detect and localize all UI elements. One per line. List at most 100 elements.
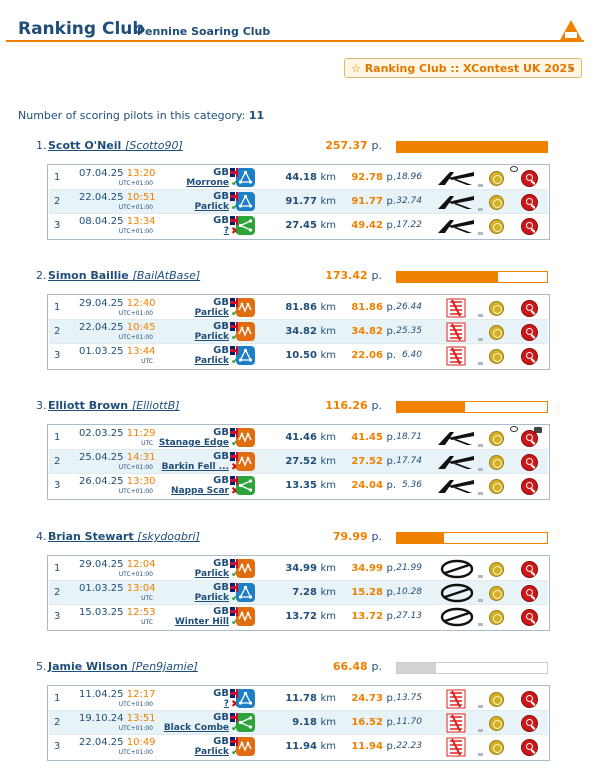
flight-detail-magnifier-icon[interactable]	[521, 194, 538, 211]
launch-site-link[interactable]: Parlick	[194, 569, 229, 579]
medal-icon[interactable]	[489, 349, 504, 364]
flight-detail-magnifier-icon[interactable]	[521, 739, 538, 756]
launch-site-link[interactable]: Parlick	[194, 202, 229, 212]
medal-icon[interactable]	[489, 219, 504, 234]
ranking-select[interactable]: ☆ Ranking Club :: XContest UK 2025 ⌄	[344, 58, 582, 78]
flight-detail-magnifier-icon[interactable]	[521, 218, 538, 235]
flight-type-icon	[236, 689, 255, 708]
uk-flag-icon	[230, 559, 244, 568]
pilot-nickname: [Scotto90]	[125, 139, 183, 152]
medal-icon[interactable]	[489, 431, 504, 446]
launch-site-link[interactable]: Black Combe	[163, 723, 229, 733]
flight-row[interactable]: 2 25.04.25 14:31 UTC+01:00 GB Barkin Fel…	[49, 450, 548, 474]
flight-row[interactable]: 3 26.04.25 13:30 UTC+01:00 GB Nappa Scar…	[49, 474, 548, 498]
medal-icon[interactable]	[489, 455, 504, 470]
flight-detail-magnifier-icon[interactable]	[521, 300, 538, 317]
launch-site-link[interactable]: ?	[223, 226, 229, 236]
flight-row[interactable]: 3 22.04.25 10:49 UTC+01:00 GB Parlick ✔ …	[49, 735, 548, 759]
camera-icon[interactable]	[534, 427, 542, 433]
pilot-header: 5. Jamie Wilson [Pen9jamie] 66.48 p.	[0, 659, 593, 675]
glider-brand-icon	[434, 476, 483, 496]
points-value: 41.45	[351, 432, 383, 443]
flight-row[interactable]: 3 15.03.25 12:53 UTC GB Winter Hill ✔ 13…	[49, 605, 548, 629]
launch-site-link[interactable]: Winter Hill	[174, 617, 229, 627]
points-unit: p.	[386, 693, 396, 704]
pilot-nickname: [BailAtBase]	[132, 269, 201, 282]
medal-icon[interactable]	[489, 692, 504, 707]
pilot-name-link[interactable]: Brian Stewart [skydogbri]	[48, 530, 200, 543]
page-title: Ranking Club	[18, 19, 145, 39]
flight-date: 11.04.25	[79, 689, 124, 700]
flight-date: 22.04.25	[79, 737, 124, 748]
medal-icon[interactable]	[489, 171, 504, 186]
flight-detail-magnifier-icon[interactable]	[521, 348, 538, 365]
distance-unit: km	[320, 326, 336, 337]
flight-detail-magnifier-icon[interactable]	[521, 454, 538, 471]
glider-brand-icon	[434, 322, 483, 342]
flight-row[interactable]: 2 19.10.24 13:51 UTC+01:00 GB Black Comb…	[49, 711, 548, 735]
flight-detail-magnifier-icon[interactable]	[521, 609, 538, 626]
flight-row[interactable]: 3 01.03.25 13:44 UTC GB Parlick ✔ 10.50 …	[49, 344, 548, 368]
comment-bubble-icon[interactable]	[510, 166, 518, 172]
flight-detail-magnifier-icon[interactable]	[521, 430, 538, 447]
launch-site-link[interactable]: Stanage Edge	[158, 438, 229, 448]
medal-icon[interactable]	[489, 610, 504, 625]
flight-time: 12:04	[126, 559, 156, 570]
medal-icon[interactable]	[489, 301, 504, 316]
pilot-name-link[interactable]: Simon Baillie [BailAtBase]	[48, 269, 200, 282]
pilot-name-link[interactable]: Jamie Wilson [Pen9jamie]	[48, 660, 198, 673]
medal-icon[interactable]	[489, 562, 504, 577]
flight-row[interactable]: 1 29.04.25 12:04 UTC+01:00 GB Parlick ✔ …	[49, 557, 548, 581]
launch-site-link[interactable]: Parlick	[194, 593, 229, 603]
launch-site-link[interactable]: Parlick	[194, 356, 229, 366]
comment-bubble-icon[interactable]	[510, 426, 518, 432]
flight-time: 13:34	[126, 216, 156, 227]
flight-number: 3	[54, 480, 61, 491]
flight-detail-magnifier-icon[interactable]	[521, 170, 538, 187]
flight-detail-magnifier-icon[interactable]	[521, 715, 538, 732]
flight-time: 10:49	[126, 737, 156, 748]
launch-site-link[interactable]: Nappa Scar	[170, 486, 229, 496]
page-header: Ranking Club Pennine Soaring Club	[6, 6, 584, 42]
medal-icon[interactable]	[489, 716, 504, 731]
medal-icon[interactable]	[489, 740, 504, 755]
flight-detail-magnifier-icon[interactable]	[521, 691, 538, 708]
launch-site-link[interactable]: Parlick	[194, 747, 229, 757]
flight-number: 1	[54, 302, 61, 313]
pilot-name: Simon Baillie	[48, 269, 129, 282]
launch-site-link[interactable]: ?	[223, 699, 229, 709]
flight-points: 13.72 p.	[330, 611, 396, 622]
medal-icon[interactable]	[489, 325, 504, 340]
launch-site-link[interactable]: Parlick	[194, 308, 229, 318]
uk-flag-icon	[230, 192, 244, 201]
flight-row[interactable]: 1 02.03.25 11:29 UTC GB Stanage Edge ✔ 4…	[49, 426, 548, 450]
flight-number: 2	[54, 326, 61, 337]
flight-row[interactable]: 2 01.03.25 13:04 UTC GB Parlick ✔ 7.28 k…	[49, 581, 548, 605]
flight-detail-magnifier-icon[interactable]	[521, 478, 538, 495]
flight-date: 19.10.24	[79, 713, 124, 724]
flight-detail-magnifier-icon[interactable]	[521, 561, 538, 578]
launch-site-link[interactable]: Morrone	[186, 178, 229, 188]
flight-row[interactable]: 3 08.04.25 13:34 UTC+01:00 GB ? ✖ 27.45 …	[49, 214, 548, 238]
flight-detail-magnifier-icon[interactable]	[521, 324, 538, 341]
pilot-count-label: Number of scoring pilots in this categor…	[18, 109, 246, 122]
flight-type-icon	[236, 322, 255, 341]
pilot-name-link[interactable]: Scott O'Neil [Scotto90]	[48, 139, 183, 152]
launch-site-link[interactable]: Parlick	[194, 332, 229, 342]
medal-icon[interactable]	[489, 195, 504, 210]
flight-row[interactable]: 2 22.04.25 10:51 UTC+01:00 GB Parlick ✔ …	[49, 190, 548, 214]
uk-flag-icon	[230, 216, 244, 225]
pilot-name-link[interactable]: Elliott Brown [ElliottB]	[48, 399, 180, 412]
launch-site-link[interactable]: Barkin Fell ...	[161, 462, 229, 472]
flight-row[interactable]: 1 29.04.25 12:40 UTC+01:00 GB Parlick ✔ …	[49, 296, 548, 320]
points-unit: p.	[386, 717, 396, 728]
medal-icon[interactable]	[489, 586, 504, 601]
flight-speed: 21.99	[396, 563, 422, 573]
flight-detail-magnifier-icon[interactable]	[521, 585, 538, 602]
flight-row[interactable]: 2 22.04.25 10:45 UTC+01:00 GB Parlick ✔ …	[49, 320, 548, 344]
score-bar-fill	[397, 533, 444, 543]
flight-datetime: 22.04.25 10:51	[79, 192, 156, 203]
flight-row[interactable]: 1 11.04.25 12:17 UTC+01:00 GB ? ✖ 11.78 …	[49, 687, 548, 711]
flight-row[interactable]: 1 07.04.25 13:20 UTC+01:00 GB Morrone ✔ …	[49, 166, 548, 190]
medal-icon[interactable]	[489, 479, 504, 494]
